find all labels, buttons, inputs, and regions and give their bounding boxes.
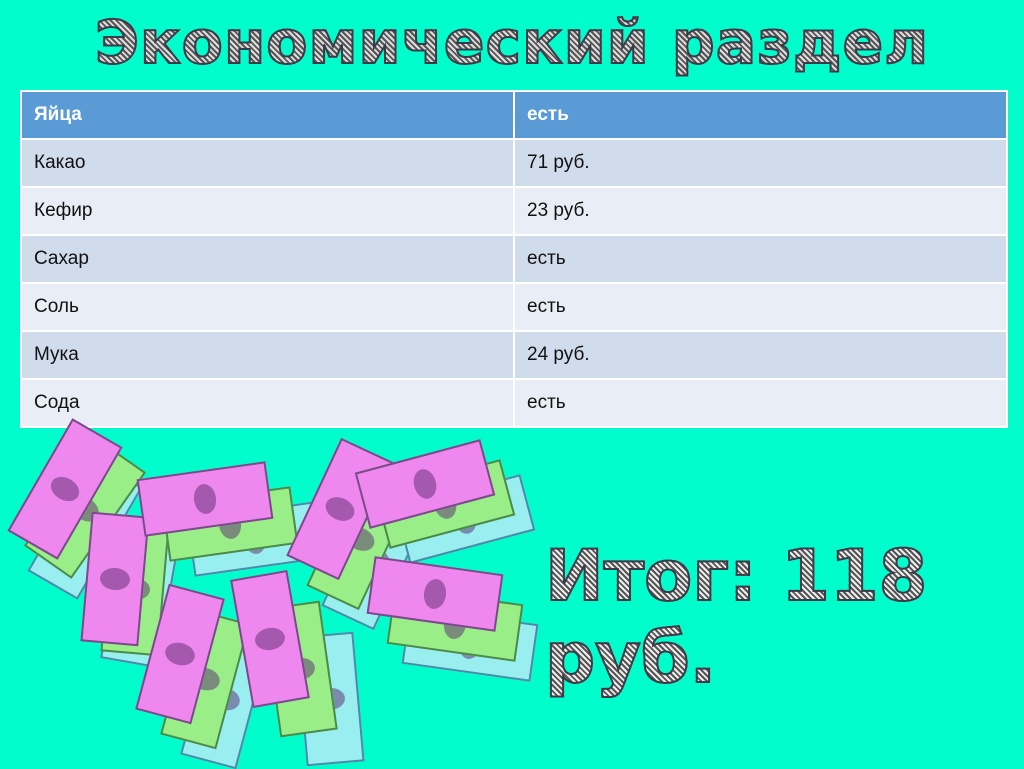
- bill: [80, 511, 150, 647]
- total-label: Итог: 118 руб.: [544, 534, 1024, 700]
- value-cell: есть: [513, 282, 1008, 332]
- table-row: Яйца есть: [20, 90, 1008, 140]
- bill: [366, 556, 504, 632]
- item-cell: Кефир: [20, 186, 515, 236]
- value-cell: есть: [513, 378, 1008, 428]
- value-cell: есть: [513, 234, 1008, 284]
- slide-title: Экономический раздел: [0, 7, 1024, 79]
- item-cell: Сахар: [20, 234, 515, 284]
- shopping-table: Яйца есть Какао 71 руб. Кефир 23 руб. Сахар…: [20, 90, 1008, 428]
- item-cell: Яйца: [20, 90, 515, 140]
- table-row: Сода есть: [20, 378, 1008, 428]
- item-cell: Какао: [20, 138, 515, 188]
- table-row: Сахар есть: [20, 234, 1008, 284]
- value-cell: 24 руб.: [513, 330, 1008, 380]
- item-cell: Мука: [20, 330, 515, 380]
- value-cell: 71 руб.: [513, 138, 1008, 188]
- table-row: Какао 71 руб.: [20, 138, 1008, 188]
- table-row: Мука 24 руб.: [20, 330, 1008, 380]
- item-cell: Сода: [20, 378, 515, 428]
- value-cell: есть: [513, 90, 1008, 140]
- value-cell: 23 руб.: [513, 186, 1008, 236]
- item-cell: Соль: [20, 282, 515, 332]
- table-row: Кефир 23 руб.: [20, 186, 1008, 236]
- table-row: Соль есть: [20, 282, 1008, 332]
